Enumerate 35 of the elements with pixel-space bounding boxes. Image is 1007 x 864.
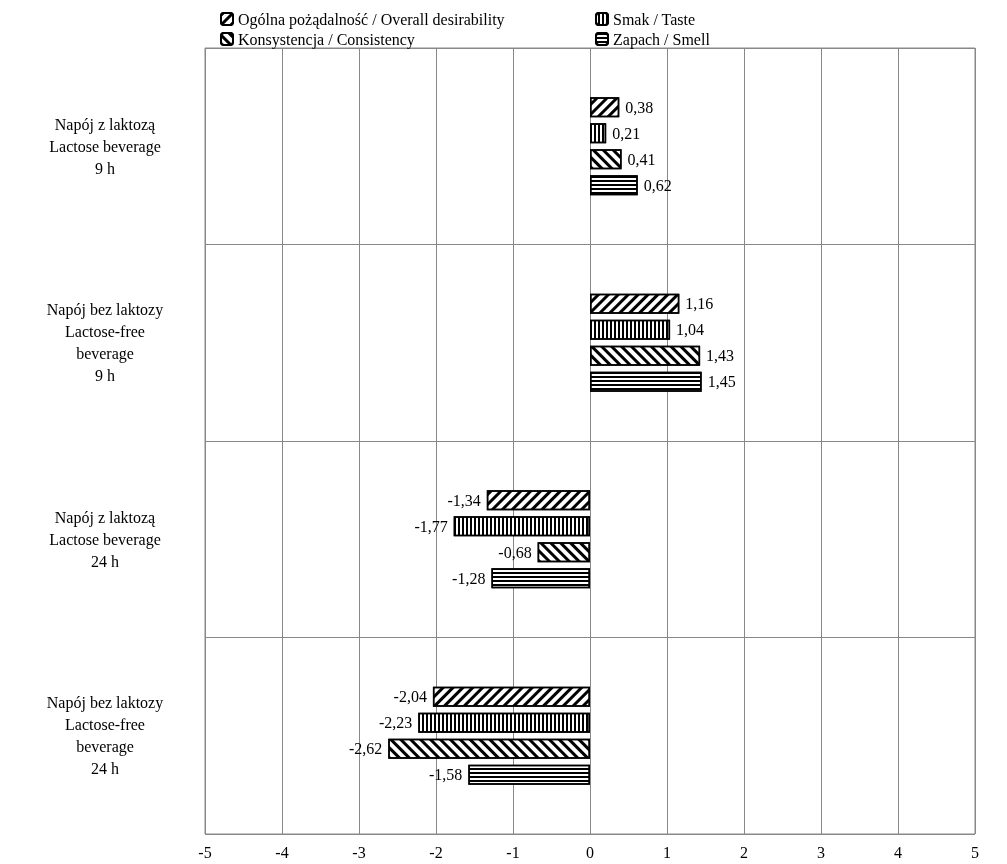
data-label: 1,45 — [707, 373, 736, 391]
data-label: 0,62 — [643, 176, 672, 194]
x-tick-label: 2 — [740, 843, 748, 861]
data-label: 0,38 — [625, 98, 654, 116]
data-label: -1,77 — [414, 517, 448, 535]
y-tick-label: Napój bez laktozy Lactose-free beverage 9 h — [46, 301, 164, 385]
x-tick-label: -4 — [275, 843, 289, 861]
legend-label: Ogólna pożądalność / Overall desirability — [238, 10, 505, 29]
data-label: -2,04 — [393, 688, 427, 706]
data-label: -2,62 — [348, 740, 383, 758]
x-tick-label: 3 — [817, 843, 825, 861]
data-label: -1,34 — [447, 491, 481, 509]
x-tick-label: 1 — [663, 843, 671, 861]
data-label: 0,21 — [612, 124, 641, 142]
x-tick-label: 4 — [894, 843, 902, 861]
x-tick-label: 0 — [586, 843, 594, 861]
y-tick-label: Napój z laktozą Lactose beverage 9 h — [49, 115, 161, 177]
data-label: -2,23 — [378, 714, 413, 732]
data-label: -1,28 — [452, 569, 486, 587]
data-label: -1,58 — [429, 766, 463, 784]
data-label: 1,04 — [676, 321, 705, 339]
x-tick-label: -2 — [429, 843, 443, 861]
data-label: 0,41 — [627, 150, 656, 168]
x-tick-label: -3 — [352, 843, 366, 861]
legend-label: Smak / Taste — [613, 10, 696, 28]
y-tick-label: Napój bez laktozy Lactose-free beverage 24 h — [46, 694, 164, 778]
data-label: 1,16 — [685, 295, 714, 313]
y-tick-label: Napój z laktozą Lactose beverage 24 h — [49, 508, 161, 570]
x-tick-label: 5 — [971, 843, 979, 861]
x-tick-label: -1 — [506, 843, 520, 861]
legend-label: Konsystencja / Consistency — [238, 30, 415, 49]
data-label: -0,68 — [498, 543, 532, 561]
data-label: 1,43 — [706, 347, 735, 365]
legend-label: Zapach / Smell — [613, 30, 711, 49]
x-tick-label: -5 — [198, 843, 212, 861]
